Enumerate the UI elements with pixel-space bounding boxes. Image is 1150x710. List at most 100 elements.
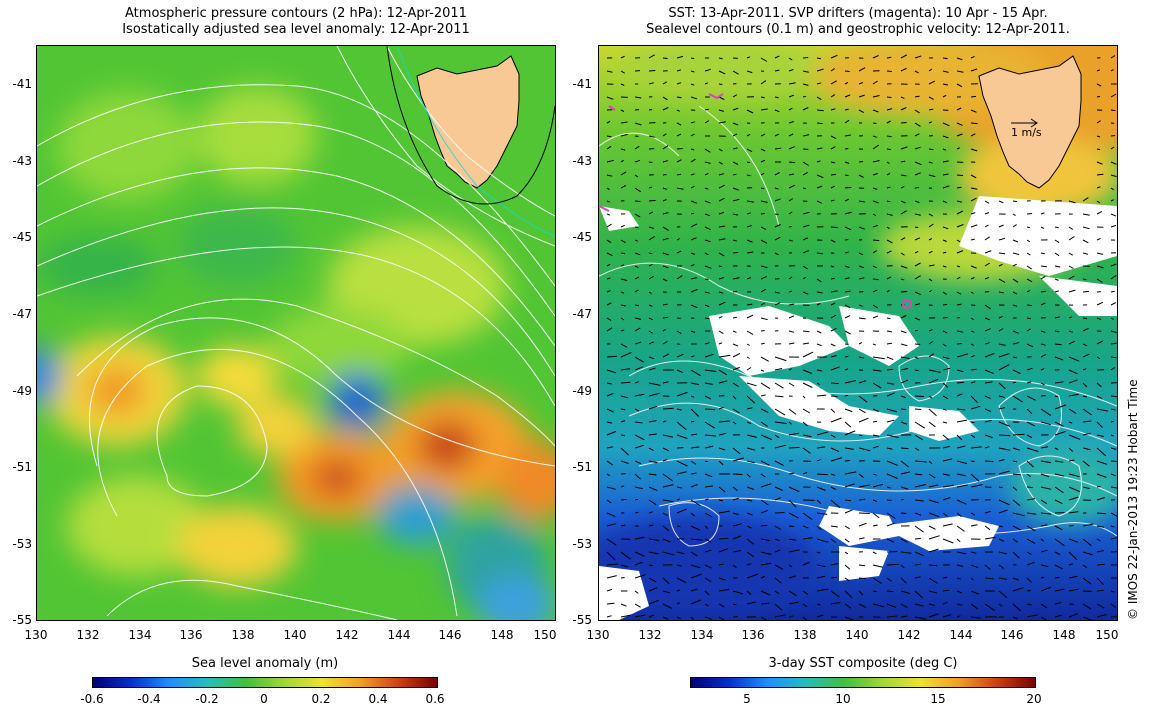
velocity-arrow [662,278,668,282]
velocity-arrow [1110,187,1115,191]
svp-drifter-tracks [599,93,912,309]
velocity-arrow [914,303,921,306]
velocity-arrow [704,525,709,529]
velocity-arrow [746,314,754,319]
velocity-arrow [956,603,963,606]
velocity-arrow [872,445,879,449]
velocity-arrow [1068,473,1080,478]
velocity-arrow [816,473,829,476]
velocity-arrow [1068,200,1076,204]
velocity-arrow [788,146,795,150]
velocity-arrow [1068,316,1073,319]
velocity-arrow [956,186,962,189]
velocity-arrow [830,486,837,490]
velocity-arrow [1082,420,1092,423]
velocity-arrow [746,421,752,425]
tasmania-land [416,55,520,189]
left-xtick: 140 [283,628,307,642]
cloud-masks [599,196,1117,620]
velocity-arrow [956,147,961,150]
velocity-arrow [634,289,639,293]
velocity-arrow [620,224,625,228]
velocity-arrow [816,109,824,112]
velocity-arrow [858,67,866,72]
velocity-arrow [704,342,710,345]
left-ytick: -47 [12,307,32,321]
velocity-arrow [942,523,953,527]
velocity-arrow [620,524,626,527]
velocity-arrow [718,354,731,358]
right-cb-tick: 10 [835,692,851,706]
velocity-arrow [648,82,654,85]
velocity-arrow [886,96,892,98]
velocity-arrow [928,564,938,567]
velocity-arrow [914,473,923,476]
velocity-arrow [648,356,655,360]
velocity-arrow [1026,226,1031,229]
velocity-arrow [844,509,853,514]
velocity-arrow [928,548,939,553]
velocity-arrow [956,133,963,137]
velocity-arrow [844,590,853,599]
velocity-arrow [746,277,751,280]
velocity-arrow [858,356,864,359]
velocity-arrow [984,536,996,540]
velocity-arrow [816,96,822,101]
velocity-arrow [900,96,905,99]
velocity-arrow [942,458,953,462]
velocity-arrow [844,471,857,475]
velocity-arrow [928,341,934,345]
velocity-arrow [676,109,681,112]
velocity-arrow [662,174,667,176]
velocity-arrow [634,356,645,363]
velocity-arrow [1012,395,1023,403]
velocity-arrow [956,174,964,176]
velocity-arrow [606,602,615,605]
velocity-arrow [942,408,947,411]
velocity-arrow [1040,343,1046,346]
velocity-arrow [1096,120,1101,124]
velocity-arrow [1012,263,1017,267]
velocity-arrow [956,210,964,215]
velocity-arrow [802,237,809,241]
velocity-arrow [634,239,639,242]
right-ytick: -47 [572,307,592,321]
velocity-arrow [732,173,737,176]
velocity-arrow [942,291,947,295]
velocity-arrow [634,498,639,501]
velocity-arrow [1040,353,1047,358]
velocity-arrow [970,473,980,482]
velocity-arrow [956,303,962,306]
velocity-arrow [1012,473,1021,476]
velocity-arrow [746,133,751,137]
velocity-arrow [606,615,612,618]
velocity-arrow [830,525,838,528]
velocity-arrow [1026,460,1034,468]
velocity-arrow [704,445,714,449]
velocity-arrow [844,148,849,150]
velocity-arrow [886,356,894,361]
velocity-arrow [830,314,837,319]
velocity-arrow [774,538,780,542]
velocity-arrow [984,317,990,321]
velocity-arrow [970,212,976,215]
velocity-arrow [676,460,688,467]
velocity-arrow [1026,603,1032,606]
velocity-arrow [648,211,654,215]
velocity-arrow [914,484,927,488]
velocity-arrow [900,368,908,371]
velocity-arrow [1068,236,1075,241]
velocity-arrow [858,226,865,230]
sea-level-anomaly-field [37,46,555,620]
velocity-arrow [746,395,756,404]
tasmania-land-sst [978,55,1082,189]
velocity-arrow [886,330,893,333]
velocity-arrow [844,94,851,98]
velocity-arrow [970,148,978,152]
velocity-arrow [620,408,626,411]
velocity-arrow [634,444,645,449]
velocity-arrow [858,94,865,98]
velocity-arrow [1082,343,1088,347]
velocity-arrow [746,367,752,371]
right-xtick: 130 [586,628,610,642]
